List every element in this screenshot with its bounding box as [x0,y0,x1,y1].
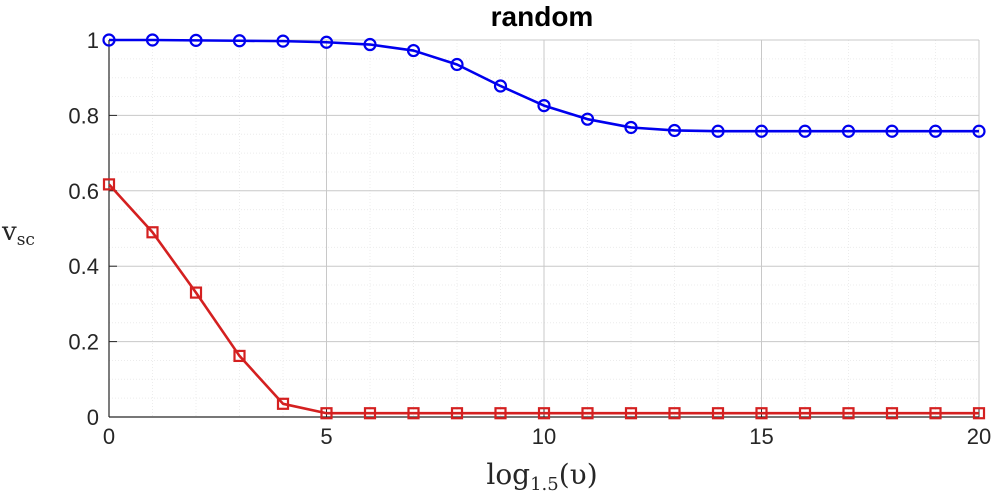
data-point [972,124,986,138]
x-axis-label: log1.5(υ) [486,458,597,495]
data-point [319,35,334,49]
data-point [276,34,290,48]
data-point [842,407,855,420]
series-line-2 [108,183,979,415]
data-point [363,37,377,52]
y-tick-label: 0.4 [68,254,99,279]
data-point [189,33,203,47]
y-tick-label: 0.6 [68,179,99,204]
data-point [711,124,725,138]
data-point [406,43,421,58]
data-point [146,226,159,239]
data-point [145,33,160,47]
data-point [363,407,377,420]
data-point [798,124,812,138]
data-point [885,124,899,138]
x-tick-label: 20 [967,424,991,449]
data-point [624,407,638,420]
x-tick-label: 10 [532,424,556,449]
series-line-1 [109,38,979,133]
data-point [102,178,116,191]
data-point [537,98,551,113]
y-tick-label: 1 [87,28,99,53]
data-point [189,286,203,299]
data-point [841,124,856,138]
data-point [885,407,899,420]
y-tick-label: 0.8 [68,103,99,128]
data-point [798,407,812,420]
data-point [232,34,247,48]
data-point [668,407,681,420]
data-point [493,79,508,93]
data-point [755,407,768,420]
data-point [494,407,507,420]
data-point [581,407,594,420]
data-point [233,349,246,363]
data-point [711,407,725,420]
data-point [407,407,420,420]
data-point [450,57,464,72]
data-point [450,407,464,420]
x-tick-label: 15 [749,424,773,449]
data-point [537,407,551,420]
x-tick-label: 0 [103,424,115,449]
x-tick-label: 5 [320,424,332,449]
data-point [624,120,638,135]
data-point [754,124,769,138]
chart-title: random [491,1,594,32]
data-point [929,407,942,420]
data-point [580,112,595,126]
y-tick-label: 0 [87,405,99,430]
data-point [972,407,986,420]
data-point [276,397,290,410]
data-point [102,33,116,47]
data-point [667,123,682,138]
data-point [928,124,943,138]
y-tick-label: 0.2 [68,330,99,355]
data-point [320,407,333,420]
y-axis-label: vsc [1,217,35,250]
plot-area: 0 5 10 15 20 0 0.2 0.4 0.6 0.8 1 [68,28,991,449]
